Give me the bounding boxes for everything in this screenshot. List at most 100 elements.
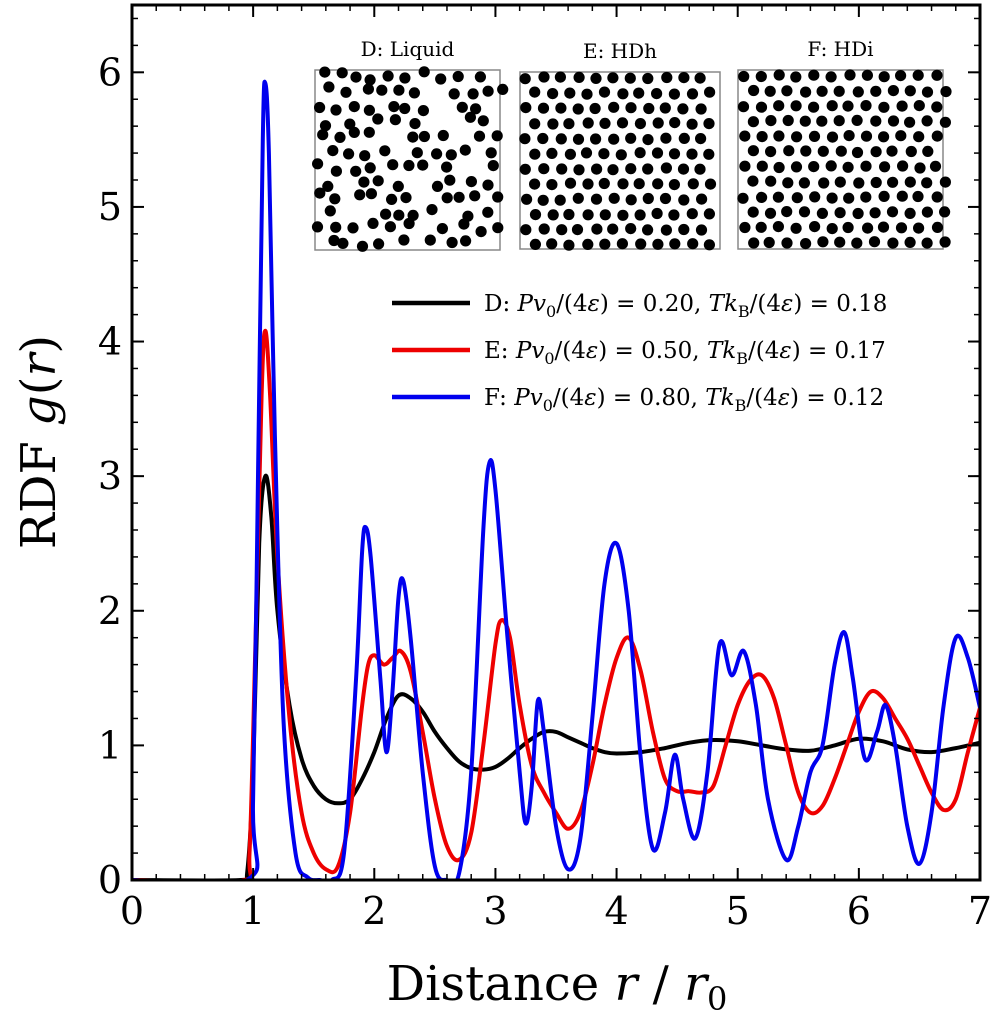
particle [782,114,794,127]
particle [939,176,952,188]
particle [659,102,671,114]
particle [763,236,775,249]
particle [607,164,619,176]
particle [860,160,872,172]
particle [387,159,399,171]
series-line-f [132,79,980,880]
particle [608,101,620,113]
particle [781,206,793,218]
particle [453,191,465,203]
particle [660,224,673,236]
particle [437,129,449,142]
particle [529,148,541,160]
particle [492,222,504,234]
particle [668,209,680,221]
particle [686,88,699,100]
particle [800,86,812,98]
particle [895,130,907,142]
particle [529,118,541,130]
particle [322,180,334,192]
particle [482,85,494,97]
particle [940,86,952,98]
particle [939,116,952,128]
particle [572,133,585,145]
y-tick-label: 0 [98,858,122,902]
particle [773,161,785,174]
particle [694,72,706,84]
particle [677,103,689,115]
particle [904,176,916,188]
particle [755,70,767,83]
particle [311,221,324,233]
particle [386,193,398,205]
inset-hdi: F: HDi [737,37,952,250]
particle [319,66,331,78]
particle [800,238,812,250]
particle [330,165,342,177]
particle [572,103,584,115]
particle [389,114,401,126]
particle [931,130,943,142]
particle [739,160,751,172]
insets-layer: D: Liquid E: HDh F: HDi [311,37,952,252]
particle [678,72,690,84]
particle [598,177,610,190]
particle [616,117,629,129]
particle [642,134,654,146]
particle [704,86,716,98]
particle [459,144,471,156]
particle [591,163,603,175]
particle [469,190,481,202]
particle [808,101,820,113]
particle [314,187,326,199]
particle [456,101,468,113]
particle [555,102,567,114]
particle [747,175,759,187]
particle [931,221,944,233]
particle [608,192,620,204]
particle [851,146,864,159]
particle [599,238,611,250]
particle [608,133,620,145]
particle [365,188,377,200]
x-tick-label: 0 [120,889,144,933]
particle [327,145,339,157]
particle [878,101,890,113]
particle [695,133,707,145]
particle [852,207,864,220]
particle [800,145,812,157]
particle [598,148,610,160]
particle [738,70,750,83]
particle [790,71,802,83]
particle [833,115,845,127]
particle [336,67,348,79]
particle [582,209,594,221]
particle [668,88,681,100]
particle [324,205,336,217]
particle [756,191,768,203]
particle [591,223,603,235]
particle [418,130,430,143]
particle [529,178,541,190]
particle [861,69,874,81]
particle [747,206,759,218]
particle [347,222,359,234]
particle [547,209,559,221]
particle [895,70,907,82]
particle [660,162,673,174]
particle [417,105,429,117]
particle [826,100,838,112]
particle [485,147,497,159]
particle [547,88,559,100]
legend: D: Pv0/(4ε) = 0.20, TkB/(4ε) = 0.18 E: Pv… [392,291,887,415]
particle [643,102,655,115]
particle [842,161,854,173]
particle [363,104,375,116]
particle [411,147,423,159]
particle [582,178,594,190]
particle [931,191,943,203]
particle [475,226,487,238]
particle [853,177,865,189]
particle [913,131,925,143]
